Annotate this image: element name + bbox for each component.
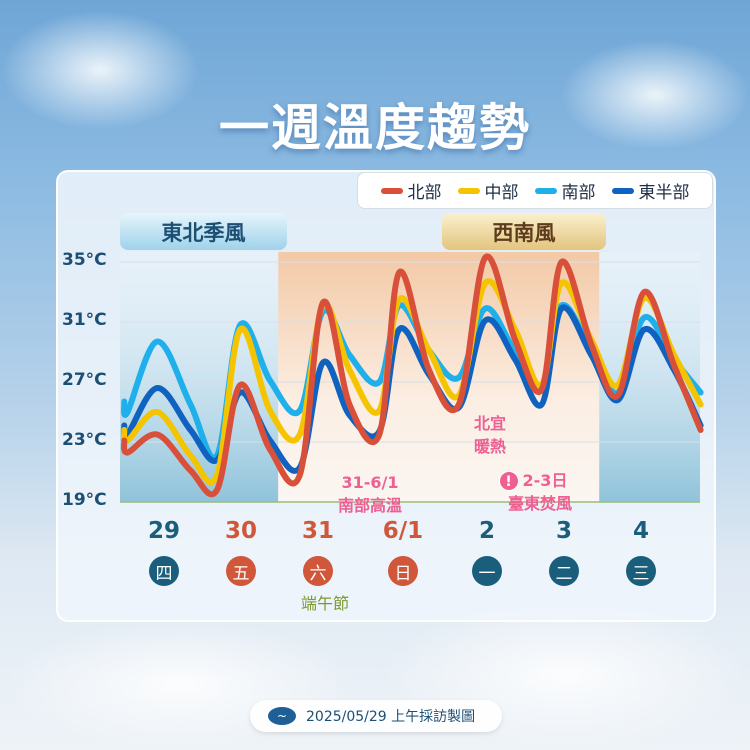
- legend-swatch: [457, 187, 480, 194]
- annotation-north-warm: 北宜 暖熱: [460, 412, 520, 458]
- legend-swatch: [534, 187, 557, 194]
- annotation-line: 南部高溫: [337, 496, 402, 515]
- y-tick-label: 31°C: [62, 310, 107, 330]
- legend-item: 東半部: [611, 178, 690, 203]
- cwa-logo-icon: ~: [268, 707, 296, 725]
- annotation-line: 31-6/1: [341, 473, 399, 492]
- footer-text: 2025/05/29 上午採訪製圖: [306, 709, 476, 725]
- weekday-badge: 三: [626, 556, 656, 586]
- legend: 北部 中部 南部 東半部: [357, 172, 713, 209]
- legend-label: 南部: [561, 183, 596, 203]
- y-tick-label: 23°C: [62, 430, 107, 450]
- northeast-monsoon-region: [120, 252, 279, 502]
- legend-label: 東半部: [638, 183, 690, 203]
- weekday-badge: 五: [226, 556, 256, 586]
- weekday-badge: 四: [149, 556, 179, 586]
- x-date-label: 4: [632, 518, 649, 544]
- x-date-label: 31: [301, 518, 334, 544]
- legend-label: 中部: [484, 183, 519, 203]
- regime-southwest-wind: 西南風: [442, 213, 606, 250]
- cloud: [560, 40, 750, 150]
- x-date-label: 6/1: [382, 518, 424, 544]
- annotation-line: 2-3日: [522, 471, 568, 490]
- cloud: [0, 10, 200, 130]
- legend-item: 北部: [380, 178, 442, 203]
- exclamation-circle-icon: !: [498, 470, 519, 491]
- legend-swatch: [611, 187, 634, 194]
- page-title: 一週溫度趨勢: [219, 99, 531, 157]
- y-tick-label: 35°C: [62, 250, 107, 270]
- x-date-label: 3: [555, 518, 572, 544]
- annotation-line: 暖熱: [473, 437, 506, 456]
- x-date-label: 2: [478, 518, 495, 544]
- legend-item: 中部: [457, 178, 519, 203]
- holiday-label: 端午節: [300, 594, 349, 613]
- x-date-label: 29: [147, 518, 180, 544]
- annotation-taitung-foehn: ! 2-3日 臺東焚風: [478, 469, 588, 515]
- weekday-badge: 日: [388, 556, 418, 586]
- annotation-line: 臺東焚風: [507, 494, 572, 513]
- annotation-line: 北宜: [473, 414, 506, 433]
- weekday-badge: 六: [303, 556, 333, 586]
- x-date-label: 30: [224, 518, 257, 544]
- weekday-badge: 二: [549, 556, 579, 586]
- y-tick-label: 19°C: [62, 490, 107, 510]
- y-tick-label: 27°C: [62, 370, 107, 390]
- regime-northeast-monsoon: 東北季風: [120, 213, 287, 250]
- footer: ~ 2025/05/29 上午採訪製圖: [250, 700, 502, 732]
- legend-item: 南部: [534, 178, 596, 203]
- legend-label: 北部: [407, 183, 442, 203]
- weekday-badge: 一: [472, 556, 502, 586]
- legend-swatch: [380, 187, 403, 194]
- series-line-北部: [121, 253, 704, 498]
- annotation-south-heat: 31-6/1 南部高溫: [320, 471, 420, 517]
